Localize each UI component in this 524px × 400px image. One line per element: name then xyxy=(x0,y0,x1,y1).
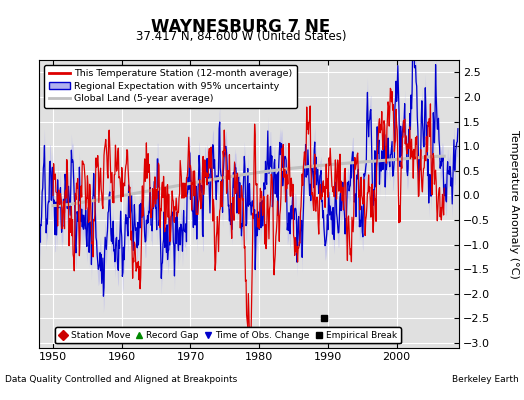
Text: Data Quality Controlled and Aligned at Breakpoints: Data Quality Controlled and Aligned at B… xyxy=(5,375,237,384)
Text: WAYNESBURG 7 NE: WAYNESBURG 7 NE xyxy=(151,18,331,36)
Text: Berkeley Earth: Berkeley Earth xyxy=(452,375,519,384)
Legend: Station Move, Record Gap, Time of Obs. Change, Empirical Break: Station Move, Record Gap, Time of Obs. C… xyxy=(56,327,400,344)
Text: 37.417 N, 84.600 W (United States): 37.417 N, 84.600 W (United States) xyxy=(136,30,346,43)
Y-axis label: Temperature Anomaly (°C): Temperature Anomaly (°C) xyxy=(509,130,519,278)
